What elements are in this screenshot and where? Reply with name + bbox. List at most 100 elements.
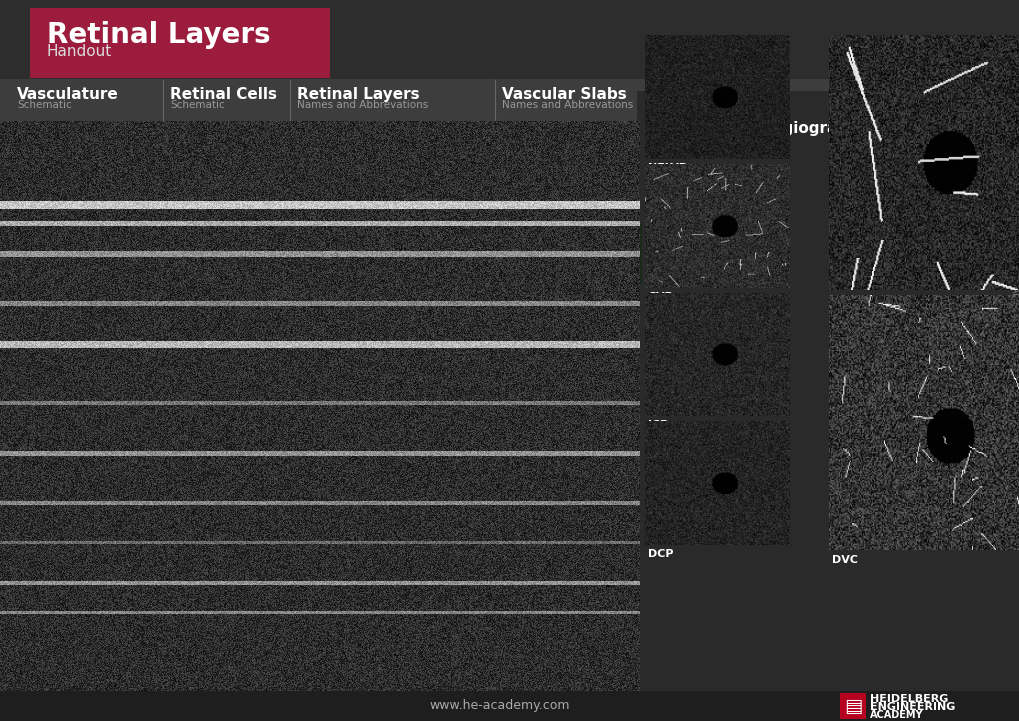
Text: Ganglion Cell Layer: Ganglion Cell Layer xyxy=(354,602,455,611)
Text: Outer Plexiform Layer: Outer Plexiform Layer xyxy=(347,463,462,473)
Bar xyxy=(315,629,494,655)
Bar xyxy=(536,284,601,383)
Bar xyxy=(315,383,494,448)
Text: Retinal Pigment Epithelium
Bruch's Membrane
Choriocapillaris: Retinal Pigment Epithelium Bruch's Membr… xyxy=(334,282,475,317)
Text: DCP: DCP xyxy=(647,549,673,559)
Bar xyxy=(536,539,601,671)
Bar xyxy=(315,655,494,671)
Text: Vascular Slabs: Vascular Slabs xyxy=(501,87,626,102)
Text: Retinal Cells: Retinal Cells xyxy=(170,87,277,102)
Text: DCP: DCP xyxy=(501,406,510,425)
Text: GCL: GCL xyxy=(287,602,310,611)
Text: HFL+
ONL: HFL+ ONL xyxy=(278,404,310,427)
Bar xyxy=(536,383,601,671)
Text: Retina: Retina xyxy=(606,459,616,495)
Text: Schematic: Schematic xyxy=(170,100,224,110)
Text: NFLVP: NFLVP xyxy=(647,163,687,173)
Bar xyxy=(0,79,1019,121)
Bar xyxy=(620,284,631,383)
Bar xyxy=(315,448,494,487)
Text: Internal Limiting Membrane: Internal Limiting Membrane xyxy=(341,659,468,668)
Bar xyxy=(790,691,1019,721)
Text: SVP: SVP xyxy=(647,291,673,301)
Text: ILM: ILM xyxy=(288,658,310,668)
Text: Inner Plexiform Layer: Inner Plexiform Layer xyxy=(348,557,461,567)
Text: SVC: SVC xyxy=(501,596,510,614)
Text: 210250-001 GL AE20 © Heidelberg Engineering GmbH: 210250-001 GL AE20 © Heidelberg Engineer… xyxy=(1010,226,1019,435)
Text: Choroid: Choroid xyxy=(606,186,616,229)
Text: SVP: SVP xyxy=(520,611,529,629)
Text: www.he-academy.com: www.he-academy.com xyxy=(429,699,570,712)
Text: ENGINEERING: ENGINEERING xyxy=(869,702,955,712)
Text: HEIDELBERG: HEIDELBERG xyxy=(869,694,948,704)
Text: Henle Fiber Layer +
Outer Nuclear Layer: Henle Fiber Layer + Outer Nuclear Layer xyxy=(352,404,458,427)
Bar xyxy=(315,284,494,315)
Text: IPL: IPL xyxy=(291,557,310,567)
Text: RPE
BM
CC: RPE BM CC xyxy=(287,282,310,317)
Text: SVC: SVC xyxy=(556,547,581,557)
Bar xyxy=(840,693,865,719)
Bar xyxy=(496,539,515,671)
Text: ICP: ICP xyxy=(544,489,561,499)
Bar xyxy=(496,448,515,539)
Text: Retinal Nerve Fiber Layer: Retinal Nerve Fiber Layer xyxy=(339,637,470,647)
Text: Retinal Layers: Retinal Layers xyxy=(47,21,270,49)
Text: SVC: SVC xyxy=(832,295,856,305)
Bar xyxy=(496,383,515,448)
Text: ← Fovea: ← Fovea xyxy=(20,675,63,685)
Bar xyxy=(315,131,494,284)
Bar xyxy=(536,448,569,539)
Text: DVC: DVC xyxy=(573,456,598,466)
Text: Medium and Large
Choroidal Vessels: Medium and Large Choroidal Vessels xyxy=(356,196,453,218)
Text: Avascular
Complex: Avascular Complex xyxy=(548,304,589,323)
Text: DCP: DCP xyxy=(541,410,564,420)
Text: Inner Nuclear Layer: Inner Nuclear Layer xyxy=(354,508,455,518)
Bar xyxy=(315,487,494,539)
Bar xyxy=(536,284,615,315)
Bar xyxy=(315,315,494,367)
Text: Names and Abbrevations: Names and Abbrevations xyxy=(297,100,428,110)
Bar xyxy=(536,383,569,448)
Text: ICP: ICP xyxy=(647,420,667,430)
Bar xyxy=(0,691,1019,721)
Bar xyxy=(569,383,601,539)
Text: Choriocapillaris: Choriocapillaris xyxy=(543,295,608,304)
Text: Superficial
Vascular
Complex: Superficial Vascular Complex xyxy=(546,559,591,589)
Bar xyxy=(315,539,494,584)
Text: ELM: ELM xyxy=(285,370,310,380)
Text: Names and Abbrevations: Names and Abbrevations xyxy=(501,100,633,110)
Text: ▤: ▤ xyxy=(843,696,861,715)
Text: Deep
Vascular
Complex: Deep Vascular Complex xyxy=(567,466,603,496)
Text: ACADEMY: ACADEMY xyxy=(869,710,922,720)
Text: CV: CV xyxy=(294,203,310,213)
Bar xyxy=(620,383,631,671)
Bar xyxy=(30,8,330,78)
Text: INL: INL xyxy=(290,508,310,518)
Text: Vitreous: Vitreous xyxy=(630,136,639,176)
Bar xyxy=(536,131,601,284)
Bar xyxy=(496,655,515,671)
Text: Inner Retina: Inner Retina xyxy=(621,499,630,554)
Text: Schematic: Schematic xyxy=(17,100,71,110)
Text: OPL: OPL xyxy=(286,463,310,473)
Bar xyxy=(315,367,494,383)
Text: EZ m
Ellipsoid Zone: EZ m Ellipsoid Zone xyxy=(227,330,310,353)
Text: Outer Retina: Outer Retina xyxy=(621,304,630,362)
Text: Retinal Layers: Retinal Layers xyxy=(297,87,419,102)
Text: Vasculature: Vasculature xyxy=(17,87,118,102)
Bar xyxy=(637,91,1019,691)
Text: AC: AC xyxy=(560,292,578,302)
Text: External Limiting Membrane: External Limiting Membrane xyxy=(340,371,469,379)
Text: Medium and Large
Choroidal
Vessels: Medium and Large Choroidal Vessels xyxy=(515,190,624,225)
Bar xyxy=(605,284,618,671)
Text: NFLVP: NFLVP xyxy=(502,653,508,674)
Text: ICP: ICP xyxy=(501,486,510,501)
Text: OCT Angiography Images: OCT Angiography Images xyxy=(719,121,935,136)
Text: Handout: Handout xyxy=(47,44,112,59)
Bar xyxy=(516,584,534,655)
Bar xyxy=(315,584,494,629)
Bar xyxy=(628,224,641,284)
Bar xyxy=(605,131,618,284)
Text: Optic Nerve Head →: Optic Nerve Head → xyxy=(385,675,489,685)
Text: Layer of Inner Segment and
Outer Segment: Layer of Inner Segment and Outer Segment xyxy=(332,330,477,353)
